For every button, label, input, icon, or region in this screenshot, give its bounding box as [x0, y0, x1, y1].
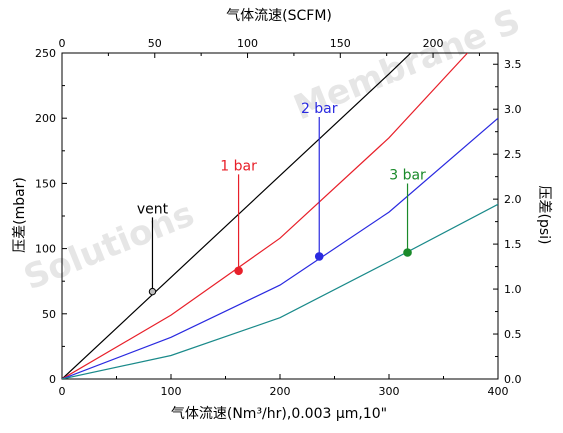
x-axis-title: 气体流速(Nm³/hr),0.003 μm,10" — [171, 406, 387, 422]
y2-tick-label: 1.0 — [504, 283, 522, 296]
y2-tick-label: 3.5 — [504, 58, 522, 71]
series-line-3-bar — [62, 203, 498, 379]
marker-2-bar — [314, 252, 324, 261]
y-tick-label: 50 — [42, 308, 56, 321]
y-tick-label: 150 — [35, 177, 56, 190]
series-layer — [62, 53, 498, 379]
y2-tick-label: 0.0 — [504, 373, 522, 386]
series-line-1-bar — [62, 53, 468, 379]
axes-layer: 0 100 200 300 400 0 50 100 150 200 0 50 100 150 200 250… — [35, 37, 522, 398]
plot-frame — [61, 52, 499, 380]
x2-axis-title: 气体流速(SCFM) — [226, 8, 332, 24]
x-tick-label: 200 — [270, 385, 291, 398]
annotation-layer: vent 1 bar 2 bar 3 bar — [137, 101, 426, 296]
x2-tick-label: 100 — [237, 37, 258, 50]
y-axis-title: 压差(mbar) — [12, 177, 28, 253]
y2-axis-title: 压差(psi) — [536, 186, 552, 245]
x-tick-label: 400 — [488, 385, 509, 398]
label-2-bar: 2 bar — [301, 101, 338, 117]
x2-tick-label: 50 — [148, 37, 162, 50]
marker-3-bar — [403, 248, 412, 257]
y-tick-label: 200 — [35, 112, 56, 125]
y2-tick-label: 2.5 — [504, 148, 522, 161]
y2-tick-label: 0.5 — [504, 328, 522, 341]
x-tick-label: 0 — [59, 385, 66, 398]
y2-tick-label: 1.5 — [504, 238, 522, 251]
marker-vent — [148, 287, 157, 296]
series-line-vent — [62, 53, 412, 379]
y-tick-label: 0 — [49, 373, 56, 386]
x2-tick-label: 200 — [423, 37, 444, 50]
x2-tick-label: 150 — [330, 37, 351, 50]
label-1-bar: 1 bar — [220, 158, 257, 174]
marker-1-bar — [234, 266, 243, 276]
label-vent: vent — [137, 201, 169, 217]
y2-tick-label: 2.0 — [504, 193, 522, 206]
series-line-2-bar — [62, 117, 498, 379]
y-tick-label: 250 — [35, 47, 56, 60]
label-3-bar: 3 bar — [389, 167, 426, 183]
y-tick-label: 100 — [35, 243, 56, 256]
x2-tick-label: 0 — [59, 37, 66, 50]
x-tick-label: 300 — [379, 385, 400, 398]
x-tick-label: 100 — [161, 385, 182, 398]
y2-tick-label: 3.0 — [504, 103, 522, 116]
